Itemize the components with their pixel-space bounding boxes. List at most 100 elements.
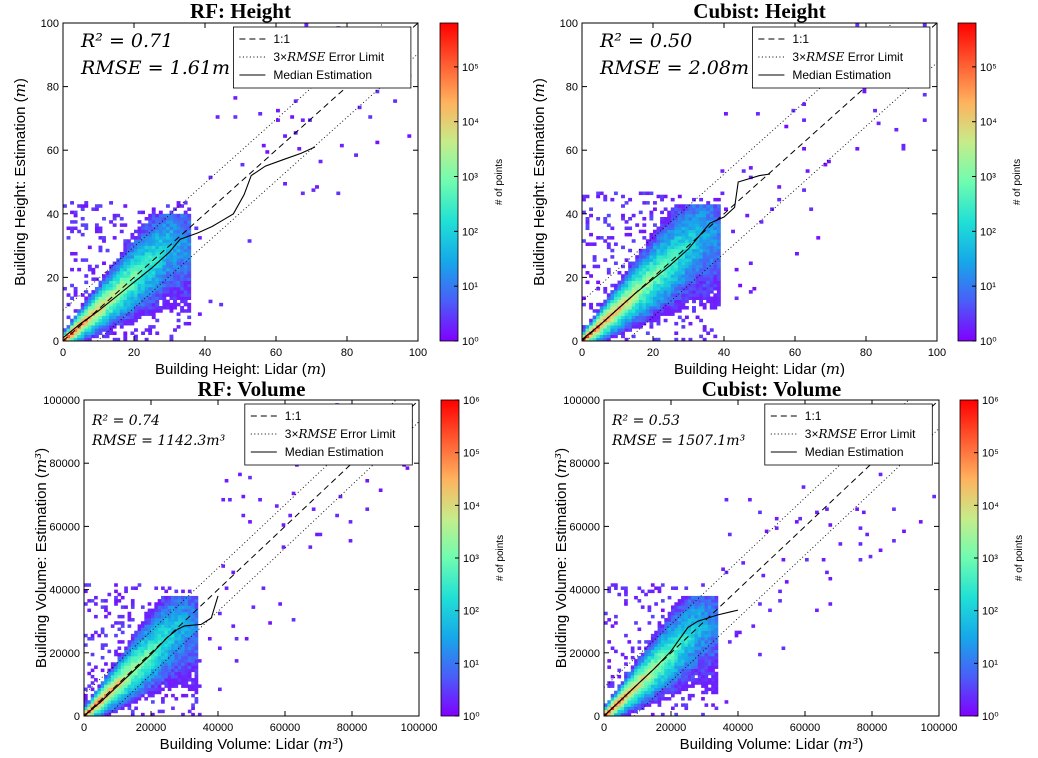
density-cell	[130, 255, 135, 259]
density-cell	[73, 293, 78, 297]
density-cell	[649, 213, 654, 218]
density-cell	[660, 290, 664, 294]
density-cell	[621, 334, 625, 339]
density-cell	[711, 630, 715, 635]
density-cell	[688, 274, 693, 278]
density-cell	[161, 697, 165, 701]
density-cell	[684, 286, 689, 291]
density-cell	[191, 646, 195, 650]
density-cell	[630, 668, 635, 673]
density-cell	[697, 621, 702, 625]
density-cell	[107, 678, 112, 682]
density-cell	[105, 321, 110, 326]
density-cell	[664, 640, 668, 644]
density-cell	[660, 302, 664, 307]
density-cell	[649, 267, 654, 272]
density-cell	[610, 299, 615, 304]
density-cell	[183, 258, 188, 262]
density-cell	[73, 318, 78, 323]
density-cell	[107, 706, 112, 711]
density-cell	[167, 595, 172, 600]
density-cell	[667, 687, 672, 692]
density-cell	[107, 712, 112, 716]
density-cell	[701, 671, 705, 676]
density-cell	[157, 624, 162, 628]
density-cell	[176, 223, 181, 227]
density-cell	[644, 690, 648, 695]
density-cell	[701, 668, 705, 673]
density-cell	[80, 293, 85, 297]
density-cell	[144, 687, 148, 692]
density-cell	[688, 286, 693, 291]
density-cell	[674, 293, 679, 297]
y-axis-label: Building Volume: Estimation (m³)	[32, 448, 50, 668]
density-cell	[141, 283, 145, 288]
r-squared-annotation: R² = 0.50	[599, 30, 692, 52]
density-cell	[709, 213, 714, 218]
density-cell	[137, 309, 142, 313]
density-cell	[653, 283, 657, 288]
density-cell	[585, 328, 590, 332]
density-cell	[148, 271, 153, 275]
density-cell	[663, 293, 668, 297]
density-cell	[596, 286, 601, 291]
density-cell	[610, 315, 615, 320]
density-cell	[688, 232, 693, 237]
density-cell	[774, 526, 779, 530]
density-cell	[84, 201, 89, 205]
density-cell	[87, 684, 92, 688]
density-cell	[155, 318, 160, 323]
density-cell	[701, 608, 705, 613]
density-cell	[781, 558, 786, 562]
density-cell	[84, 325, 89, 329]
density-cell	[653, 274, 657, 278]
density-cell	[94, 204, 99, 208]
density-cell	[664, 681, 668, 685]
density-cell	[681, 599, 685, 603]
density-cell	[653, 277, 657, 281]
density-cell	[154, 640, 159, 644]
density-cell	[97, 697, 102, 701]
density-cell	[692, 242, 696, 246]
density-cell	[624, 232, 629, 237]
density-cell	[711, 671, 715, 676]
density-cell	[124, 671, 128, 676]
density-cell	[670, 267, 675, 272]
density-cell	[631, 296, 636, 301]
density-cell	[687, 693, 692, 698]
density-cell	[84, 589, 88, 594]
density-cell	[707, 621, 712, 625]
density-cell	[709, 280, 714, 285]
density-cell	[134, 274, 138, 278]
density-cell	[181, 595, 185, 600]
density-cell	[140, 712, 145, 716]
density-cell	[716, 290, 721, 294]
density-cell	[141, 236, 145, 240]
density-cell	[684, 242, 689, 246]
density-cell	[169, 283, 174, 288]
density-cell	[674, 640, 679, 644]
density-cell	[707, 633, 712, 638]
density-cell	[674, 331, 679, 335]
density-cell	[635, 277, 640, 281]
density-cell	[162, 229, 167, 234]
density-cell	[87, 662, 92, 666]
density-cell	[130, 302, 135, 307]
density-cell	[638, 321, 643, 326]
density-cell	[704, 643, 709, 647]
density-cell	[596, 318, 601, 323]
density-cell	[667, 652, 672, 657]
density-cell	[667, 226, 672, 231]
density-cell	[137, 251, 142, 256]
density-cell	[151, 652, 155, 657]
density-cell	[613, 293, 618, 297]
density-cell	[177, 621, 182, 625]
density-cell	[624, 290, 629, 294]
density-cell	[164, 643, 169, 647]
density-cell	[714, 599, 719, 603]
density-cell	[80, 325, 85, 329]
density-cell	[694, 655, 699, 660]
density-cell	[187, 605, 192, 609]
density-cell	[191, 678, 195, 682]
density-cell	[599, 334, 604, 339]
